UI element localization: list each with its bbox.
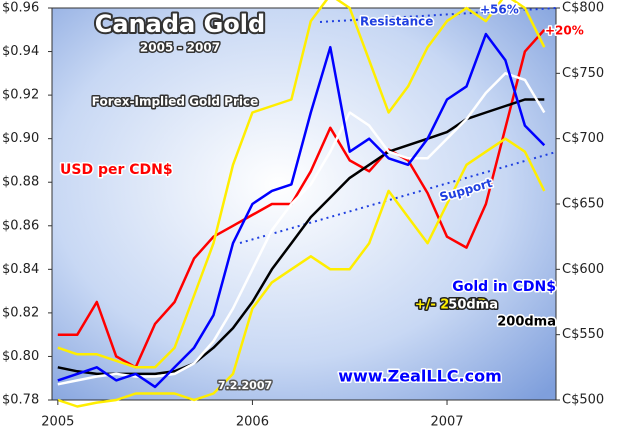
y-tick-label: $0.80 [2,349,39,364]
legend-entry: Gold in CDN$ [452,279,556,295]
y-tick-label: $0.84 [2,262,39,277]
legend-entry: 50dma [448,298,498,313]
legend-entry: USD per CDN$ [60,162,173,178]
y-tick-label: $0.90 [2,131,39,146]
y-tick-label: $0.82 [2,305,39,320]
series-line [57,28,546,369]
chart-subtitle: 2005 - 2007 [140,41,220,55]
x-tick-label: 2007 [430,415,463,430]
legend-entry: +/- 2.5 SD [415,298,488,313]
y-tick-label: $0.92 [2,88,39,103]
annotation: +20% [545,24,584,38]
x-tick-label: 2006 [236,415,269,430]
y2-tick-label: C$700 [562,131,604,146]
y2-tick-label: C$750 [562,66,604,81]
y2-tick-label: C$600 [562,262,604,277]
series-band-lower [57,137,546,408]
y2-tick-label: C$650 [562,197,604,212]
annotation: 7.2.2007 [218,379,272,392]
support-line [239,151,557,244]
annotation: +56% [480,3,519,17]
legend-entry: 200dma [497,315,556,330]
y-tick-label: $0.86 [2,218,39,233]
y2-tick-label: C$500 [562,393,604,408]
annotation: Forex-Implied Gold Price [92,95,258,109]
y-tick-label: $0.88 [2,175,39,190]
series-line [57,32,546,389]
y2-tick-label: C$800 [562,1,604,16]
plot-area [51,7,557,401]
y2-tick-label: C$550 [562,327,604,342]
y-tick-label: $0.94 [2,44,39,59]
annotation: Resistance [360,15,433,29]
x-tick-label: 2005 [41,415,74,430]
chart-title: Canada Gold [95,10,265,38]
y-tick-label: $0.78 [2,393,39,408]
annotation: www.ZealLLC.com [338,367,502,386]
y-tick-label: $0.96 [2,1,39,16]
series-line [57,0,546,369]
